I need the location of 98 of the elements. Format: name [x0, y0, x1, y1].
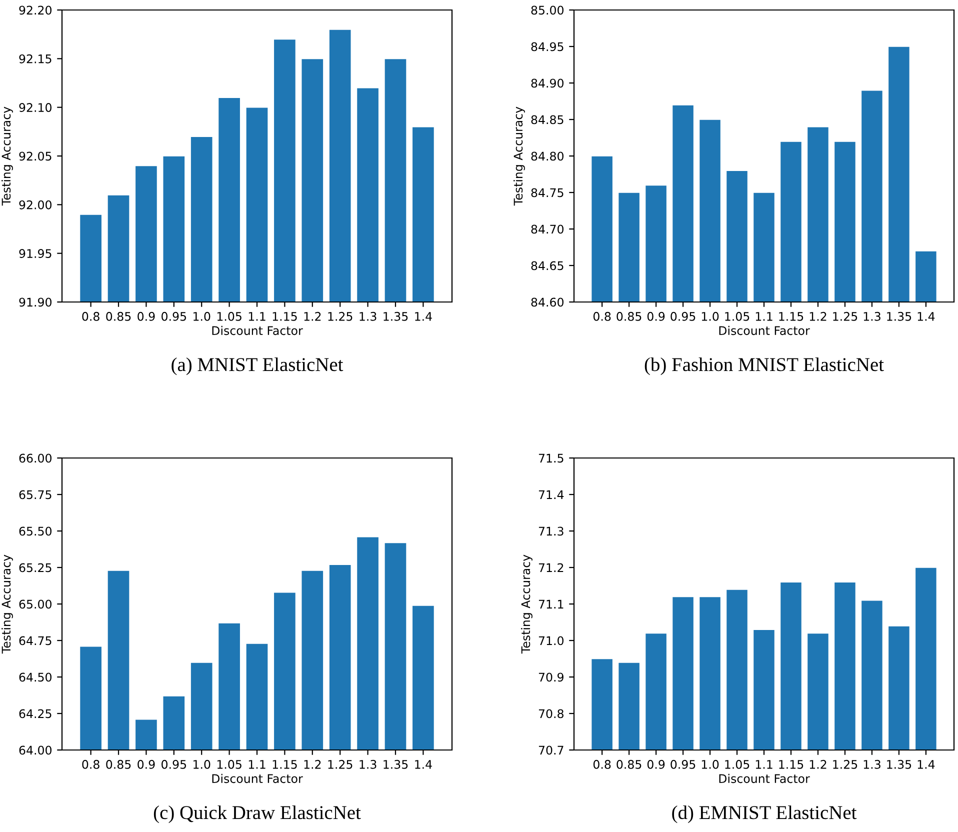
x-tick-label: 1.4 — [918, 312, 935, 321]
x-tick-label: 0.95 — [162, 312, 186, 321]
x-tick-label: 0.8 — [82, 760, 100, 769]
y-tick-label: 84.80 — [531, 152, 564, 161]
x-tick-label: 1.05 — [217, 312, 242, 321]
x-tick-label: 0.9 — [647, 760, 665, 769]
y-tick-label: 71.4 — [538, 490, 564, 499]
y-tick-label: 64.75 — [19, 636, 52, 646]
y-tick-label: 65.75 — [19, 490, 52, 500]
x-tick-label: 0.8 — [593, 760, 611, 769]
y-axis-title: Testing Accuracy — [514, 106, 525, 206]
x-tick-label: 1.15 — [272, 312, 297, 321]
y-tick-label: 92.15 — [19, 54, 52, 64]
x-tick-label: 0.9 — [647, 312, 665, 321]
y-tick-label: 91.95 — [19, 249, 52, 258]
y-tick-label: 84.70 — [531, 224, 564, 234]
y-tick-label: 65.00 — [19, 600, 52, 609]
x-tick-label: 1.2 — [810, 312, 826, 321]
x-tick-label: 1.0 — [194, 312, 210, 321]
text: (d) EMNIST ElasticNet — [672, 805, 857, 824]
x-tick-label: 0.85 — [616, 760, 642, 769]
y-tick-label: 70.8 — [538, 709, 564, 718]
y-axis-title: Testing Accuracy — [521, 554, 532, 654]
y-tick-label: 71.0 — [538, 636, 564, 646]
x-tick-label: 1.1 — [248, 760, 266, 769]
y-tick-label: 92.10 — [19, 103, 52, 112]
x-tick-label: 1.2 — [304, 760, 321, 769]
x-tick-label: 1.15 — [272, 760, 297, 769]
x-tick-label: 1.15 — [779, 760, 804, 769]
x-tick-label: 1.1 — [756, 312, 772, 321]
y-tick-label: 64.25 — [19, 709, 52, 718]
x-tick-label: 0.95 — [670, 312, 696, 321]
y-axis-title: Testing Accuracy — [2, 554, 13, 654]
y-tick-label: 65.50 — [19, 526, 52, 536]
x-tick-label: 1.35 — [887, 760, 912, 769]
y-tick-label: 92.20 — [19, 6, 52, 15]
y-tick-label: 92.05 — [19, 152, 52, 161]
x-tick-label: 0.9 — [138, 312, 155, 321]
y-tick-label: 70.7 — [538, 746, 564, 755]
x-tick-label: 1.4 — [415, 312, 432, 321]
x-tick-label: 1.25 — [833, 312, 858, 321]
x-tick-label: 1.2 — [810, 760, 826, 769]
y-tick-label: 91.90 — [19, 298, 52, 307]
y-tick-label: 66.00 — [19, 454, 52, 463]
x-tick-label: 0.85 — [106, 760, 131, 769]
x-tick-label: 0.85 — [616, 312, 642, 321]
x-tick-label: 1.05 — [725, 760, 750, 769]
x-tick-label: 1.35 — [887, 312, 912, 321]
x-tick-label: 1.4 — [415, 760, 432, 769]
x-tick-label: 1.35 — [384, 760, 408, 769]
x-axis-title: Discount Factor — [212, 774, 303, 784]
text: (c) Quick Draw ElasticNet — [154, 805, 361, 824]
x-tick-label: 1.0 — [702, 312, 719, 321]
y-tick-label: 84.85 — [531, 115, 564, 124]
y-tick-label: 92.00 — [19, 200, 52, 210]
x-tick-label: 1.25 — [328, 312, 352, 321]
y-tick-label: 84.65 — [531, 261, 564, 270]
x-tick-label: 1.25 — [833, 760, 858, 769]
x-tick-label: 0.9 — [138, 760, 155, 769]
x-tick-label: 1.0 — [702, 760, 719, 769]
x-tick-label: 1.1 — [756, 760, 772, 769]
y-tick-label: 64.50 — [19, 672, 52, 682]
x-axis-title: Discount Factor — [719, 774, 810, 784]
x-tick-label: 0.8 — [593, 312, 611, 321]
x-tick-label: 0.95 — [670, 760, 696, 769]
x-tick-label: 1.35 — [384, 312, 408, 321]
x-tick-label: 1.25 — [328, 760, 352, 769]
y-axis-title: Testing Accuracy — [2, 106, 13, 206]
x-tick-label: 1.3 — [360, 760, 376, 769]
y-tick-label: 71.1 — [538, 600, 564, 608]
y-tick-label: 84.75 — [531, 188, 564, 198]
y-tick-label: 65.25 — [19, 563, 52, 572]
x-tick-label: 0.85 — [106, 312, 131, 321]
y-tick-label: 71.2 — [538, 563, 564, 572]
text: (a) MNIST ElasticNet — [172, 357, 344, 376]
text: (b) Fashion MNIST ElasticNet — [644, 357, 884, 376]
x-tick-label: 1.3 — [864, 760, 880, 769]
y-tick-label: 84.90 — [531, 78, 564, 88]
x-tick-label: 1.05 — [725, 312, 750, 321]
x-tick-label: 1.4 — [918, 760, 935, 769]
y-tick-label: 71.3 — [538, 526, 564, 536]
x-axis-title: Discount Factor — [719, 326, 810, 336]
x-tick-label: 1.3 — [360, 312, 376, 321]
y-tick-label: 85.00 — [531, 6, 564, 15]
x-tick-label: 0.8 — [82, 312, 100, 321]
x-axis-title: Discount Factor — [212, 326, 303, 336]
x-tick-label: 1.2 — [304, 312, 321, 321]
x-tick-label: 1.3 — [864, 312, 880, 321]
y-tick-label: 84.60 — [531, 298, 564, 307]
x-tick-label: 1.1 — [248, 312, 266, 321]
x-tick-label: 1.05 — [217, 760, 242, 769]
y-tick-label: 84.95 — [531, 42, 564, 52]
x-tick-label: 0.95 — [162, 760, 186, 769]
x-tick-label: 1.15 — [779, 312, 804, 321]
y-tick-label: 64.00 — [19, 746, 52, 755]
y-tick-label: 70.9 — [538, 672, 564, 682]
y-tick-label: 71.5 — [538, 454, 564, 463]
x-tick-label: 1.0 — [194, 760, 210, 769]
